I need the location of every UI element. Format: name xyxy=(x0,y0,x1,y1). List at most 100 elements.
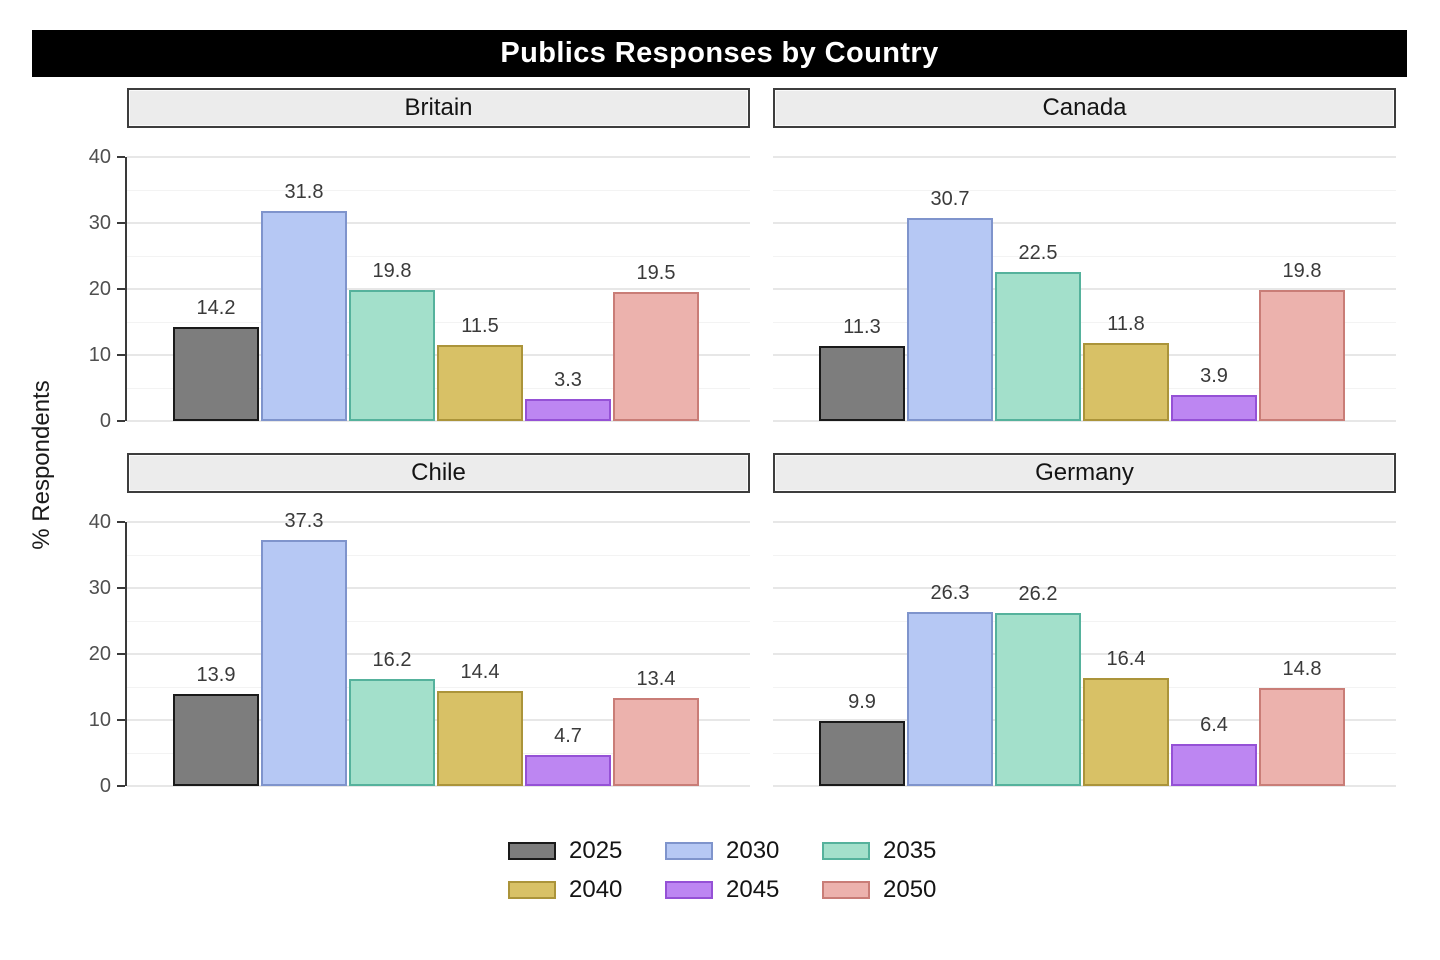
facet-strip-label-britain: Britain xyxy=(404,94,473,121)
y-axis-tick xyxy=(117,587,125,589)
bar-2050-canada xyxy=(1259,290,1345,421)
bar-2025-canada xyxy=(819,346,905,421)
bar-value-label: 6.4 xyxy=(1200,714,1228,736)
bar-2045-chile xyxy=(525,755,611,786)
facet-strip-chile: Chile xyxy=(127,453,750,493)
legend-label-2035: 2035 xyxy=(883,836,937,864)
gridline-major xyxy=(127,653,750,655)
bar-value-label: 11.8 xyxy=(1107,313,1145,335)
gridline-minor xyxy=(773,190,1396,191)
gridline-major xyxy=(127,785,750,787)
gridline-major xyxy=(127,420,750,422)
bar-2040-britain xyxy=(437,345,523,421)
bar-value-label: 14.8 xyxy=(1282,658,1322,680)
y-tick-label: 30 xyxy=(88,212,111,234)
legend-label-2040: 2040 xyxy=(569,875,623,903)
facet-plot-britain: 0 10 20 30 40 14.2 31.8 19.8 11.5 3.3 19.5 xyxy=(89,143,750,431)
bar-2035-canada xyxy=(995,272,1081,421)
bar-value-label: 13.9 xyxy=(196,664,236,686)
y-axis-tick xyxy=(117,222,125,224)
bar-value-label: 11.3 xyxy=(843,316,881,338)
gridline-major xyxy=(127,288,750,290)
bar-2045-canada xyxy=(1171,395,1257,421)
facet-plot-germany: 9.9 26.3 26.2 16.4 6.4 14.8 xyxy=(773,508,1396,787)
bar-value-label: 16.2 xyxy=(372,649,412,671)
y-tick-label: 0 xyxy=(99,775,111,797)
gridline-minor xyxy=(773,621,1396,622)
legend-item-2025: 2025 xyxy=(508,837,665,864)
facet-plot-canada: 11.3 30.7 22.5 11.8 3.9 19.8 xyxy=(773,143,1396,422)
bar-value-label: 16.4 xyxy=(1106,648,1146,670)
bar-value-label: 26.3 xyxy=(930,582,970,604)
gridline-major xyxy=(127,156,750,158)
bar-value-label: 3.9 xyxy=(1200,365,1228,387)
facet-strip-label-germany: Germany xyxy=(1035,459,1134,486)
bar-2035-chile xyxy=(349,679,435,786)
bar-2040-chile xyxy=(437,691,523,786)
bar-2025-chile xyxy=(173,694,259,786)
bar-value-label: 30.7 xyxy=(930,188,970,210)
bar-2030-britain xyxy=(261,211,347,421)
bar-2030-canada xyxy=(907,218,993,421)
gridline-major xyxy=(773,587,1396,589)
bar-value-label: 14.4 xyxy=(460,661,500,683)
legend-item-2045: 2045 xyxy=(665,876,822,903)
gridline-major xyxy=(127,587,750,589)
facet-strip-britain: Britain xyxy=(127,88,750,128)
bar-value-label: 19.8 xyxy=(1282,260,1322,282)
legend-item-2050: 2050 xyxy=(822,876,979,903)
legend-item-2030: 2030 xyxy=(665,837,822,864)
gridline-minor xyxy=(127,621,750,622)
y-tick-label: 20 xyxy=(88,278,111,300)
bar-2045-britain xyxy=(525,399,611,421)
bar-value-label: 26.2 xyxy=(1018,583,1058,605)
legend-swatch-2025 xyxy=(508,841,556,860)
legend-swatch-2050 xyxy=(822,880,870,899)
gridline-major xyxy=(773,156,1396,158)
y-axis-tick xyxy=(117,288,125,290)
y-tick-label: 20 xyxy=(88,643,111,665)
gridline-major xyxy=(127,521,750,523)
bar-2040-canada xyxy=(1083,343,1169,421)
y-axis-title: % Respondents xyxy=(28,380,55,550)
y-axis-tick xyxy=(117,785,125,787)
y-axis-tick xyxy=(117,719,125,721)
bar-2040-germany xyxy=(1083,678,1169,786)
gridline-major xyxy=(773,653,1396,655)
bar-2050-chile xyxy=(613,698,699,786)
y-axis-tick xyxy=(117,354,125,356)
y-axis-tick xyxy=(117,653,125,655)
y-tick-label: 10 xyxy=(88,709,111,731)
y-axis-tick xyxy=(117,521,125,523)
y-tick-label: 40 xyxy=(88,146,111,168)
y-axis-line xyxy=(125,522,127,786)
gridline-major xyxy=(127,222,750,224)
legend: 2025 2030 2035 2040 2045 2050 xyxy=(508,837,979,903)
bar-2050-germany xyxy=(1259,688,1345,786)
bar-value-label: 19.8 xyxy=(372,260,412,282)
bar-2035-germany xyxy=(995,613,1081,786)
legend-label-2050: 2050 xyxy=(883,875,937,903)
legend-item-2035: 2035 xyxy=(822,837,979,864)
gridline-minor xyxy=(127,190,750,191)
bar-2030-chile xyxy=(261,540,347,786)
bar-value-label: 14.2 xyxy=(196,297,236,319)
facet-strip-label-canada: Canada xyxy=(1042,94,1127,121)
gridline-major xyxy=(773,521,1396,523)
bar-value-label: 3.3 xyxy=(554,369,582,391)
legend-swatch-2045 xyxy=(665,880,713,899)
y-tick-label: 40 xyxy=(88,511,111,533)
facet-strip-label-chile: Chile xyxy=(411,459,466,486)
legend-label-2045: 2045 xyxy=(726,875,780,903)
gridline-minor xyxy=(127,687,750,688)
bar-value-label: 31.8 xyxy=(284,181,324,203)
bar-value-label: 11.5 xyxy=(461,315,499,337)
y-axis-tick xyxy=(117,420,125,422)
gridline-minor xyxy=(127,256,750,257)
y-axis-line xyxy=(125,157,127,421)
gridline-major xyxy=(773,288,1396,290)
gridline-minor xyxy=(773,256,1396,257)
gridline-major xyxy=(773,222,1396,224)
legend-swatch-2030 xyxy=(665,841,713,860)
